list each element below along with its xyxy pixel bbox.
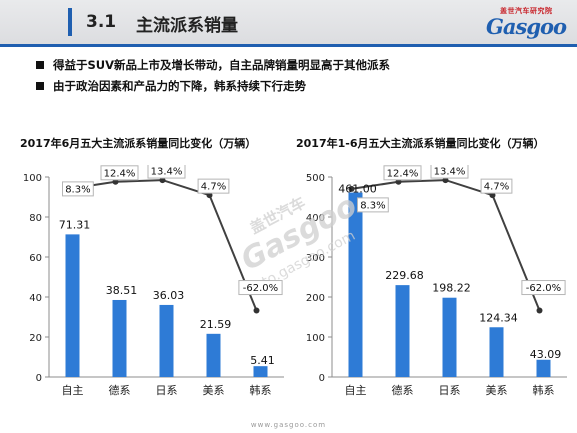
y-tick-label: 500	[306, 173, 325, 184]
growth-label: 4.7%	[201, 182, 226, 193]
x-tick-label: 德系	[109, 383, 131, 397]
x-tick-label: 日系	[439, 384, 461, 397]
bar	[348, 192, 363, 377]
bar	[112, 299, 127, 377]
growth-label: 13.4%	[151, 167, 183, 178]
bullet-item: 得益于SUV新品上市及增长带动，自主品牌销量明显高于其他派系	[36, 54, 390, 75]
y-tick-label: 100	[306, 333, 325, 344]
growth-label-box	[480, 178, 513, 194]
bullet-text: 得益于SUV新品上市及增长带动，自主品牌销量明显高于其他派系	[53, 57, 391, 72]
growth-label: 12.4%	[387, 168, 419, 179]
growth-label-box	[357, 197, 389, 213]
growth-label: 12.4%	[104, 168, 136, 179]
y-tick-label: 100	[23, 173, 42, 184]
gasgoo-logo: Gasgoo	[486, 14, 567, 39]
growth-label: -62.0%	[243, 283, 278, 294]
bar-value-label: 229.68	[385, 269, 424, 282]
x-tick-label: 韩系	[533, 383, 555, 397]
growth-label-box	[147, 165, 186, 179]
bullet-square-icon	[36, 60, 44, 69]
growth-label-box	[100, 165, 139, 181]
bar-value-label: 461.00	[338, 183, 377, 196]
y-tick-label: 0	[319, 373, 325, 384]
growth-label: 4.7%	[484, 182, 509, 193]
growth-label-box	[197, 178, 230, 194]
growth-point	[112, 178, 119, 185]
bullet-list: 得益于SUV新品上市及增长带动，自主品牌销量明显高于其他派系 由于政治因素和产品…	[36, 54, 390, 96]
bar	[489, 327, 504, 377]
chart-title-june: 2017年6月五大主流派系销量同比变化（万辆）	[20, 137, 257, 150]
y-tick-label: 200	[306, 293, 325, 304]
growth-point	[348, 185, 355, 192]
growth-point	[253, 307, 260, 314]
growth-label: 8.3%	[360, 200, 385, 211]
growth-point	[159, 177, 166, 184]
chart-h1-sales: 0 100 200 300 400 500 自主 德系 日系 美系 韩系 8.3% 12.4% 13.4%…	[306, 165, 567, 397]
bullet-item: 由于政治因素和产品力的下降，韩系持续下行走势	[36, 75, 390, 96]
y-tick-label: 0	[36, 373, 42, 384]
x-tick-label: 德系	[392, 383, 414, 397]
growth-label-box	[521, 280, 566, 296]
y-tick-label: 300	[306, 253, 325, 264]
growth-label-box	[62, 181, 94, 197]
bar-value-label: 124.34	[479, 311, 518, 324]
bar	[395, 285, 410, 377]
y-tick-label: 20	[29, 333, 42, 344]
bar-value-label: 38.51	[106, 284, 138, 297]
footer-url: www.gasgoo.com	[250, 421, 327, 429]
x-tick-label: 美系	[486, 384, 508, 397]
bullet-square-icon	[36, 81, 44, 90]
logo-subtitle: 盖世汽车研究院	[500, 7, 553, 15]
x-tick-label: 美系	[203, 384, 225, 397]
chart-june-sales: 0 20 40 60 80 100 自主 德系 日系 美系 韩系 8.3% 12.4% 13.4% 4.7%…	[23, 165, 284, 397]
y-tick-label: 400	[306, 213, 325, 224]
bar-value-label: 36.03	[153, 289, 185, 302]
growth-label: -62.0%	[526, 283, 561, 294]
bar-value-label: 5.41	[250, 354, 275, 367]
growth-label: 13.4%	[434, 167, 466, 178]
x-tick-label: 自主	[345, 384, 367, 397]
bar	[159, 304, 174, 377]
chart-title-h1: 2017年1-6月五大主流派系销量同比变化（万辆）	[296, 137, 545, 150]
growth-label: 8.3%	[65, 184, 90, 195]
section-title: 主流派系销量	[136, 16, 238, 36]
bar	[253, 366, 268, 377]
growth-point	[442, 177, 449, 184]
growth-point	[395, 178, 402, 185]
title-accent-bar	[68, 8, 72, 36]
bar	[206, 333, 221, 377]
title-bar	[0, 0, 577, 44]
y-tick-label: 80	[29, 213, 42, 224]
x-tick-label: 日系	[156, 384, 178, 397]
growth-label-box	[383, 165, 422, 181]
bar-value-label: 21.59	[200, 318, 232, 331]
bar	[442, 297, 457, 377]
y-tick-label: 60	[29, 253, 42, 264]
title-underline	[0, 44, 577, 47]
bar-value-label: 43.09	[530, 348, 562, 361]
bullet-text: 由于政治因素和产品力的下降，韩系持续下行走势	[53, 78, 306, 93]
x-tick-label: 韩系	[250, 383, 272, 397]
growth-point	[536, 307, 543, 314]
bar	[65, 234, 80, 377]
section-number: 3.1	[86, 12, 117, 32]
bar-value-label: 198.22	[432, 282, 471, 295]
bar	[536, 359, 551, 377]
growth-label-box	[238, 280, 283, 296]
x-tick-label: 自主	[62, 384, 84, 397]
y-tick-label: 40	[29, 293, 42, 304]
growth-label-box	[430, 165, 469, 179]
bar-value-label: 71.31	[59, 218, 91, 231]
